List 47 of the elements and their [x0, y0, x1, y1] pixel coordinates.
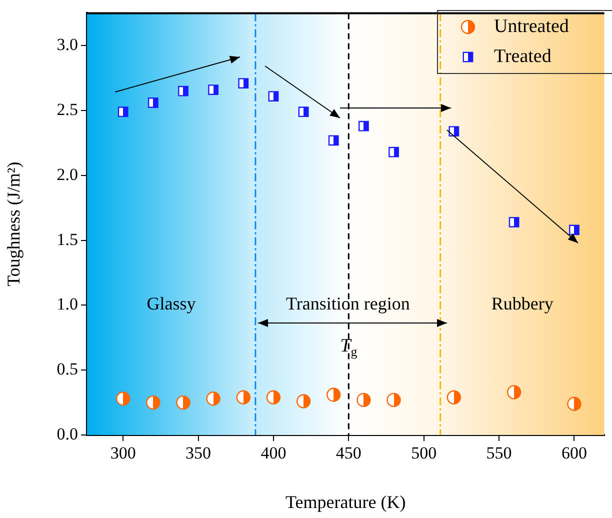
point — [266, 390, 281, 404]
x-tick-label: 500 — [411, 444, 437, 463]
band-label: Rubbery — [491, 294, 554, 314]
point — [448, 126, 460, 136]
x-tick-label: 350 — [186, 444, 212, 463]
point — [569, 224, 580, 236]
point — [238, 78, 249, 88]
y-tick-label: 0.0 — [56, 424, 78, 444]
y-tick-label: 1.5 — [56, 230, 78, 249]
x-tick-label: 600 — [561, 444, 587, 463]
point — [326, 388, 341, 402]
point — [506, 385, 522, 400]
point — [178, 86, 188, 96]
point — [446, 390, 462, 404]
point — [208, 84, 219, 95]
y-tick-label: 3.0 — [56, 35, 78, 54]
point — [236, 390, 250, 404]
y-tick-label: 1.0 — [56, 294, 78, 314]
y-tick-label: 2.0 — [56, 164, 78, 184]
point — [206, 392, 220, 406]
x-tick-label: 400 — [260, 444, 286, 463]
point — [146, 395, 160, 410]
x-axis-title: Temperature (K) — [286, 492, 406, 512]
point — [328, 135, 339, 146]
point — [508, 216, 520, 228]
point — [567, 396, 582, 411]
x-tick-label: 300 — [110, 444, 136, 463]
point — [176, 395, 190, 410]
point — [296, 394, 311, 408]
legend-label: Untreated — [494, 16, 569, 38]
point — [358, 120, 369, 132]
point — [298, 106, 309, 118]
y-axis-title: Toughness (J/m²) — [4, 162, 24, 286]
point — [388, 146, 399, 158]
point — [268, 91, 279, 102]
x-tick-label: 550 — [486, 444, 512, 463]
point — [116, 392, 130, 406]
y-tick-label: 0.5 — [56, 360, 78, 379]
band-label: Transition region — [286, 294, 410, 314]
legend-label: Treated — [494, 46, 552, 68]
x-tick-label: 450 — [336, 444, 362, 463]
point — [148, 98, 158, 108]
point — [356, 392, 371, 408]
y-tick-label: 2.5 — [56, 100, 78, 120]
point — [118, 106, 128, 118]
band-label: Glassy — [146, 294, 196, 314]
point — [386, 392, 401, 408]
